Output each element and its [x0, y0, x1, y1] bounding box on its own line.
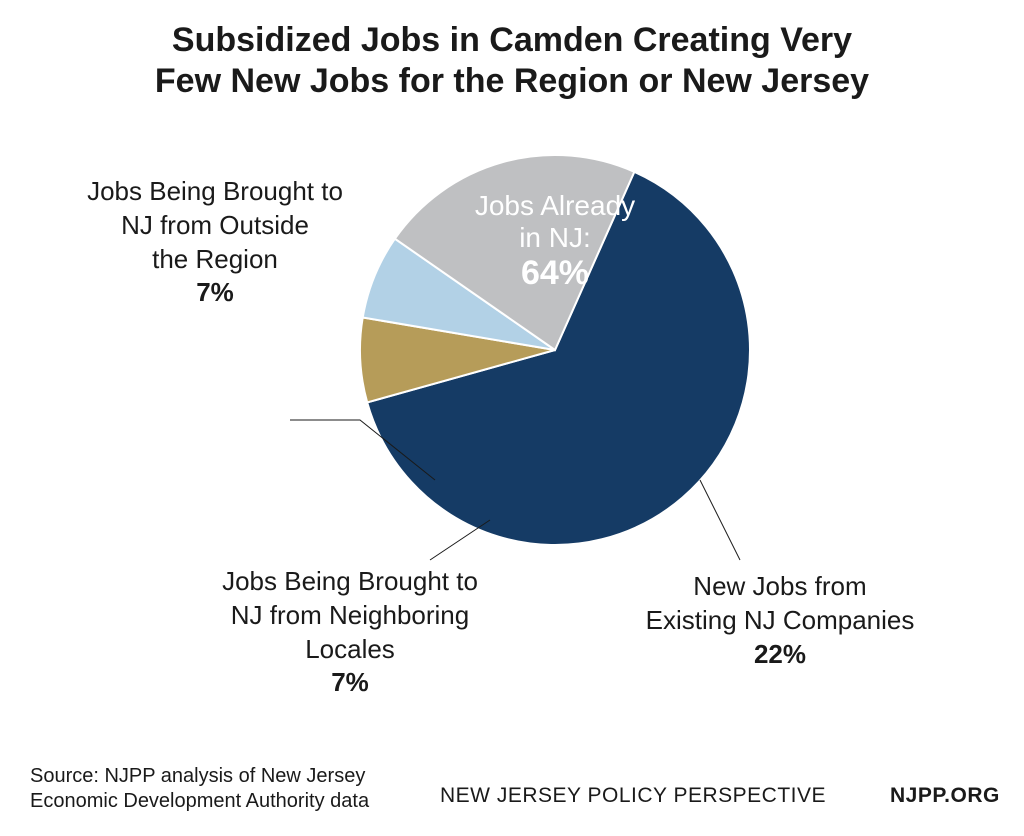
callout-outside-pct: 7%	[50, 276, 380, 310]
slice-label-already-pct: 64%	[425, 254, 685, 293]
callout-neighbor-pct: 7%	[170, 666, 530, 700]
footer-source-line2: Economic Development Authority data	[30, 789, 369, 814]
chart-title: Subsidized Jobs in Camden Creating VeryF…	[0, 20, 1024, 102]
callout-neighboring-locales: Jobs Being Brought to NJ from Neighborin…	[170, 565, 530, 700]
callout-new-pct: 22%	[600, 638, 960, 672]
callout-neighbor-line2: NJ from Neighboring	[170, 599, 530, 633]
footer-source-line1: Source: NJPP analysis of New Jersey	[30, 764, 369, 789]
chart-title-line1: Subsidized Jobs in Camden Creating VeryF…	[155, 21, 869, 100]
page: Subsidized Jobs in Camden Creating VeryF…	[0, 0, 1024, 836]
slice-label-already-in-nj: Jobs Already in NJ: 64%	[425, 190, 685, 293]
footer-org-name: NEW JERSEY POLICY PERSPECTIVE	[440, 784, 826, 808]
callout-outside-line3: the Region	[50, 243, 380, 277]
slice-label-already-line1: Jobs Already	[425, 190, 685, 222]
slice-label-already-line2: in NJ:	[425, 222, 685, 254]
callout-neighbor-line3: Locales	[170, 633, 530, 667]
footer-source: Source: NJPP analysis of New Jersey Econ…	[30, 764, 369, 814]
callout-new-line1: New Jobs from	[600, 570, 960, 604]
callout-outside-line1: Jobs Being Brought to	[50, 175, 380, 209]
callout-new-jobs-existing: New Jobs from Existing NJ Companies 22%	[600, 570, 960, 671]
callout-outside-line2: NJ from Outside	[50, 209, 380, 243]
footer-site-url: NJPP.ORG	[890, 784, 1000, 808]
callout-new-line2: Existing NJ Companies	[600, 604, 960, 638]
callout-neighbor-line1: Jobs Being Brought to	[170, 565, 530, 599]
callout-outside-region: Jobs Being Brought to NJ from Outside th…	[50, 175, 380, 310]
